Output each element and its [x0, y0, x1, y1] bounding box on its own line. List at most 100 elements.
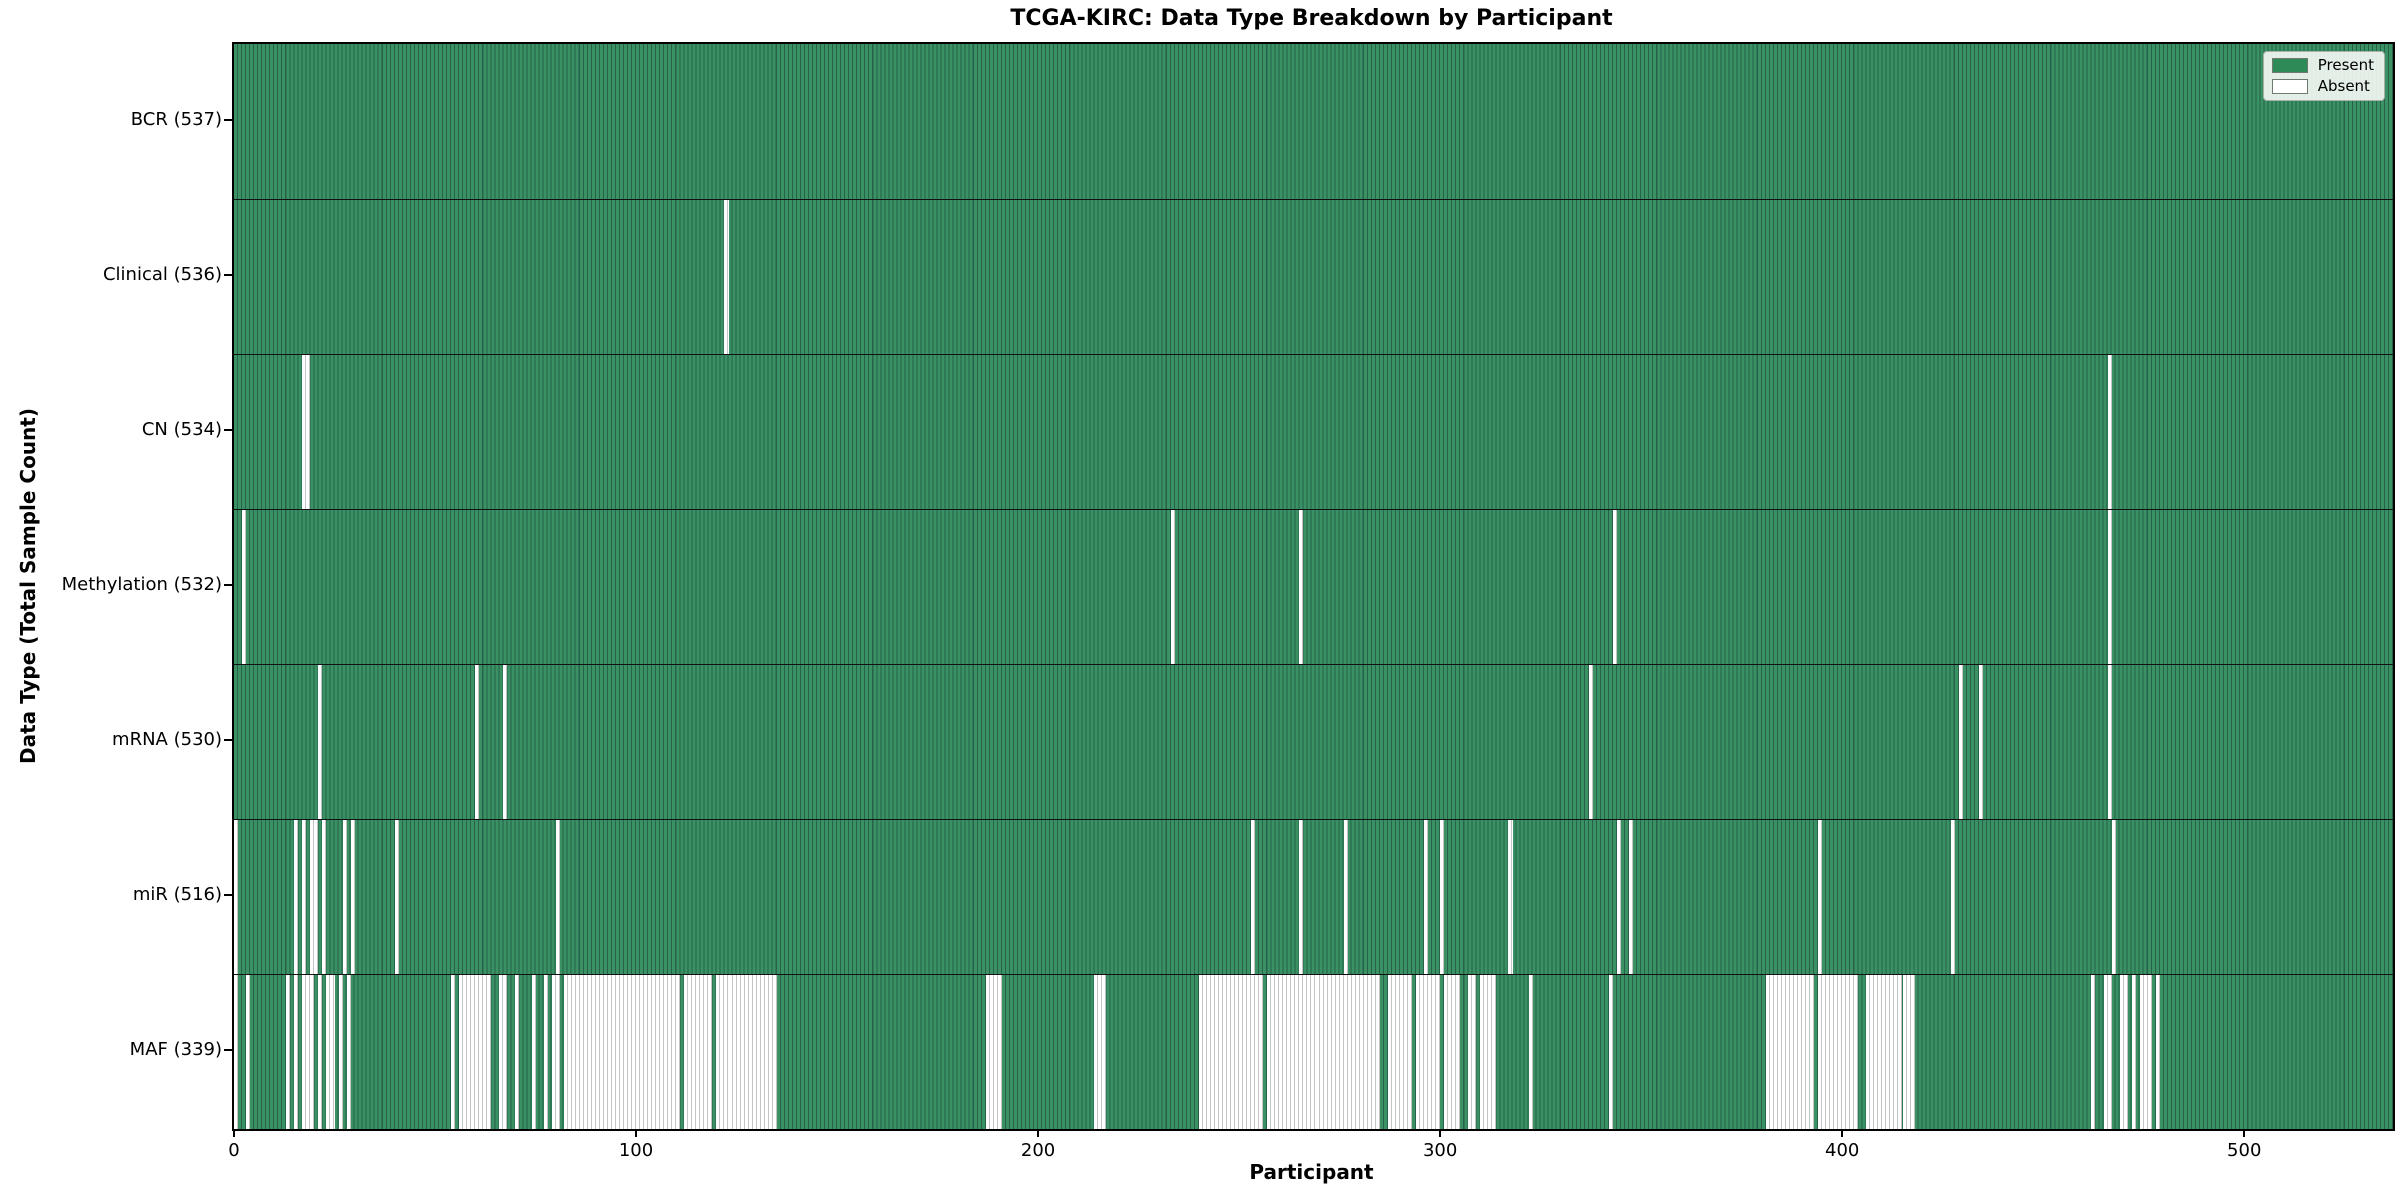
- absent-cell-miR-276: [1343, 819, 1348, 974]
- absent-cell-CN-18: [306, 354, 311, 509]
- absent-cell-MAF-262: [1287, 974, 1292, 1129]
- absent-cell-miR-347: [1629, 819, 1634, 974]
- absent-cell-MAF-478: [2155, 974, 2160, 1129]
- absent-cell-MAF-89: [591, 974, 596, 1129]
- absent-cell-MAF-18: [306, 974, 311, 1129]
- absent-cell-MAF-254: [1255, 974, 1260, 1129]
- absent-cell-MAF-255: [1259, 974, 1264, 1129]
- absent-cell-miR-17: [302, 819, 307, 974]
- absent-cell-MAF-124: [732, 974, 737, 1129]
- legend-item-absent: Absent: [2271, 77, 2374, 95]
- absent-cell-Methylation-2: [242, 509, 247, 664]
- absent-cell-MAF-134: [772, 974, 777, 1129]
- absent-cell-MAF-57: [463, 974, 468, 1129]
- absent-cell-MAF-382: [1769, 974, 1774, 1129]
- absent-cell-MAF-95: [615, 974, 620, 1129]
- absent-cell-MAF-291: [1403, 974, 1408, 1129]
- absent-cell-MAF-92: [603, 974, 608, 1129]
- absent-cell-MAF-394: [1818, 974, 1823, 1129]
- absent-cell-MAF-391: [1806, 974, 1811, 1129]
- x-tick-label-200: 200: [1020, 1140, 1056, 1161]
- absent-cell-mRNA-60: [475, 664, 480, 819]
- absent-cell-MAF-387: [1789, 974, 1794, 1129]
- absent-cell-MAF-101: [640, 974, 645, 1129]
- absent-cell-MAF-129: [752, 974, 757, 1129]
- absent-cell-MAF-280: [1359, 974, 1364, 1129]
- absent-cell-MAF-298: [1432, 974, 1437, 1129]
- absent-cell-mRNA-21: [318, 664, 323, 819]
- absent-cell-MAF-313: [1492, 974, 1497, 1129]
- y-tick-label-MAF: MAF (339): [129, 1038, 222, 1060]
- y-tick-mark: [224, 428, 232, 431]
- absent-cell-MAF-26: [338, 974, 343, 1129]
- absent-cell-MAF-187: [985, 974, 990, 1129]
- x-axis-label: Participant: [1249, 1160, 1374, 1184]
- absent-cell-MAF-400: [1842, 974, 1847, 1129]
- y-tick-mark: [224, 738, 232, 741]
- absent-cell-miR-0: [234, 819, 239, 974]
- absent-cell-MAF-215: [1098, 974, 1103, 1129]
- absent-cell-MAF-282: [1367, 974, 1372, 1129]
- absent-cell-MAF-87: [583, 974, 588, 1129]
- absent-cell-MAF-287: [1387, 974, 1392, 1129]
- absent-cell-Methylation-466: [2107, 509, 2112, 664]
- absent-cell-MAF-303: [1452, 974, 1457, 1129]
- absent-cell-MAF-131: [760, 974, 765, 1129]
- legend-label-absent: Absent: [2317, 77, 2370, 95]
- absent-cell-MAF-24: [330, 974, 335, 1129]
- absent-cell-MAF-122: [724, 974, 729, 1129]
- absent-cell-MAF-384: [1777, 974, 1782, 1129]
- absent-cell-MAF-417: [1910, 974, 1915, 1129]
- absent-cell-miR-29: [350, 819, 355, 974]
- absent-cell-MAF-244: [1214, 974, 1219, 1129]
- absent-cell-MAF-59: [471, 974, 476, 1129]
- absent-cell-MAF-275: [1339, 974, 1344, 1129]
- chart-title: TCGA-KIRC: Data Type Breakdown by Partic…: [1010, 6, 1613, 31]
- absent-cell-MAF-390: [1801, 974, 1806, 1129]
- absent-cell-MAF-102: [644, 974, 649, 1129]
- absent-cell-MAF-263: [1291, 974, 1296, 1129]
- absent-cell-MAF-104: [652, 974, 657, 1129]
- absent-cell-miR-296: [1424, 819, 1429, 974]
- absent-cell-miR-467: [2111, 819, 2116, 974]
- absent-cell-MAF-15: [294, 974, 299, 1129]
- absent-cell-mRNA-337: [1588, 664, 1593, 819]
- absent-cell-MAF-188: [989, 974, 994, 1129]
- absent-cell-MAF-118: [708, 974, 713, 1129]
- absent-cell-Methylation-265: [1299, 509, 1304, 664]
- absent-cell-MAF-106: [660, 974, 665, 1129]
- absent-cell-MAF-21: [318, 974, 323, 1129]
- absent-cell-MAF-86: [579, 974, 584, 1129]
- y-tick-label-mRNA: mRNA (530): [112, 728, 222, 750]
- absent-cell-miR-19: [310, 819, 315, 974]
- x-tick-label-100: 100: [618, 1140, 654, 1161]
- absent-cell-MAF-247: [1227, 974, 1232, 1129]
- absent-cell-MAF-83: [567, 974, 572, 1129]
- absent-cell-MAF-398: [1834, 974, 1839, 1129]
- absent-cell-MAF-28: [346, 974, 351, 1129]
- absent-cell-MAF-264: [1295, 974, 1300, 1129]
- absent-cell-mRNA-434: [1978, 664, 1983, 819]
- absent-cell-MAF-19: [310, 974, 315, 1129]
- absent-cell-MAF-403: [1854, 974, 1859, 1129]
- absent-cell-MAF-304: [1456, 974, 1461, 1129]
- absent-cell-MAF-103: [648, 974, 653, 1129]
- absent-cell-miR-300: [1440, 819, 1445, 974]
- absent-cell-MAF-105: [656, 974, 661, 1129]
- absent-cell-MAF-307: [1468, 974, 1473, 1129]
- absent-cell-MAF-311: [1484, 974, 1489, 1129]
- absent-cell-MAF-278: [1351, 974, 1356, 1129]
- absent-cell-MAF-469: [2119, 974, 2124, 1129]
- absent-cell-MAF-396: [1826, 974, 1831, 1129]
- absent-cell-MAF-322: [1528, 974, 1533, 1129]
- absent-cell-MAF-260: [1279, 974, 1284, 1129]
- absent-cell-MAF-269: [1315, 974, 1320, 1129]
- absent-cell-MAF-301: [1444, 974, 1449, 1129]
- absent-cell-MAF-290: [1399, 974, 1404, 1129]
- absent-cell-MAF-294: [1416, 974, 1421, 1129]
- absent-cell-MAF-70: [515, 974, 520, 1129]
- legend-label-present: Present: [2317, 56, 2374, 74]
- absent-cell-miR-15: [294, 819, 299, 974]
- absent-cell-MAF-289: [1395, 974, 1400, 1129]
- absent-cell-miR-20: [314, 819, 319, 974]
